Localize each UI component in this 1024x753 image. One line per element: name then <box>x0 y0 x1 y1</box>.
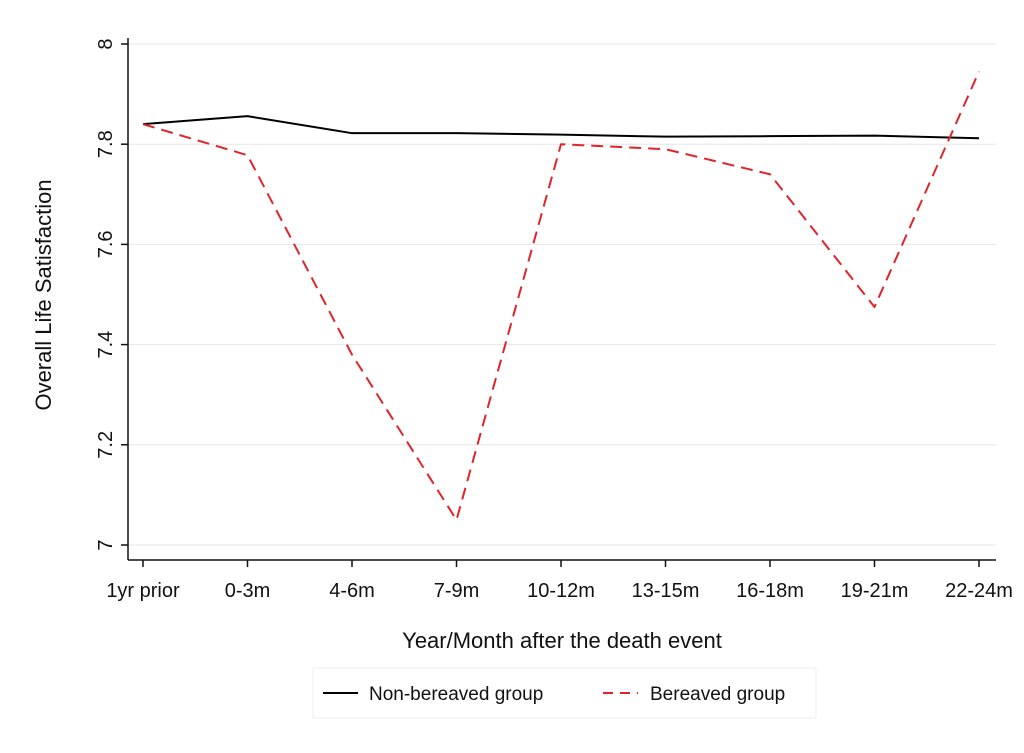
x-tick-label: 4-6m <box>329 580 375 602</box>
legend-label-non-bereaved: Non-bereaved group <box>369 684 543 705</box>
legend-label-bereaved: Bereaved group <box>650 684 785 705</box>
x-tick-label: 0-3m <box>225 580 271 602</box>
series-lines <box>142 71 980 521</box>
x-tick-label: 1yr prior <box>106 580 180 602</box>
y-axis-title: Overall Life Satisfaction <box>31 179 56 410</box>
y-tick-label: 7 <box>95 539 117 550</box>
axes <box>121 38 996 567</box>
x-tick-label: 13-15m <box>632 580 700 602</box>
tick-labels: 7 7.2 7.4 7.6 7.8 8 1yr prior 0-3m 4-6m 7-9m 10-12… <box>95 38 1013 602</box>
x-tick-label: 19-21m <box>841 580 909 602</box>
x-tick-label: 16-18m <box>736 580 804 602</box>
x-axis-title: Year/Month after the death event <box>402 628 722 653</box>
legend-box <box>312 667 817 719</box>
series-line-non-bereaved <box>142 115 980 140</box>
x-tick-label: 22-24m <box>945 580 1013 602</box>
x-tick-label: 10-12m <box>527 580 595 602</box>
y-tick-label: 7.2 <box>95 431 117 459</box>
y-tick-label: 7.6 <box>95 230 117 258</box>
grid-lines <box>128 43 996 546</box>
x-tick-label: 7-9m <box>434 580 480 602</box>
y-tick-label: 7.4 <box>95 331 117 359</box>
series-line-bereaved <box>142 71 980 521</box>
y-tick-label: 7.8 <box>95 130 117 158</box>
legend: Non-bereaved group Bereaved group <box>312 667 817 719</box>
y-tick-label: 8 <box>95 38 117 49</box>
